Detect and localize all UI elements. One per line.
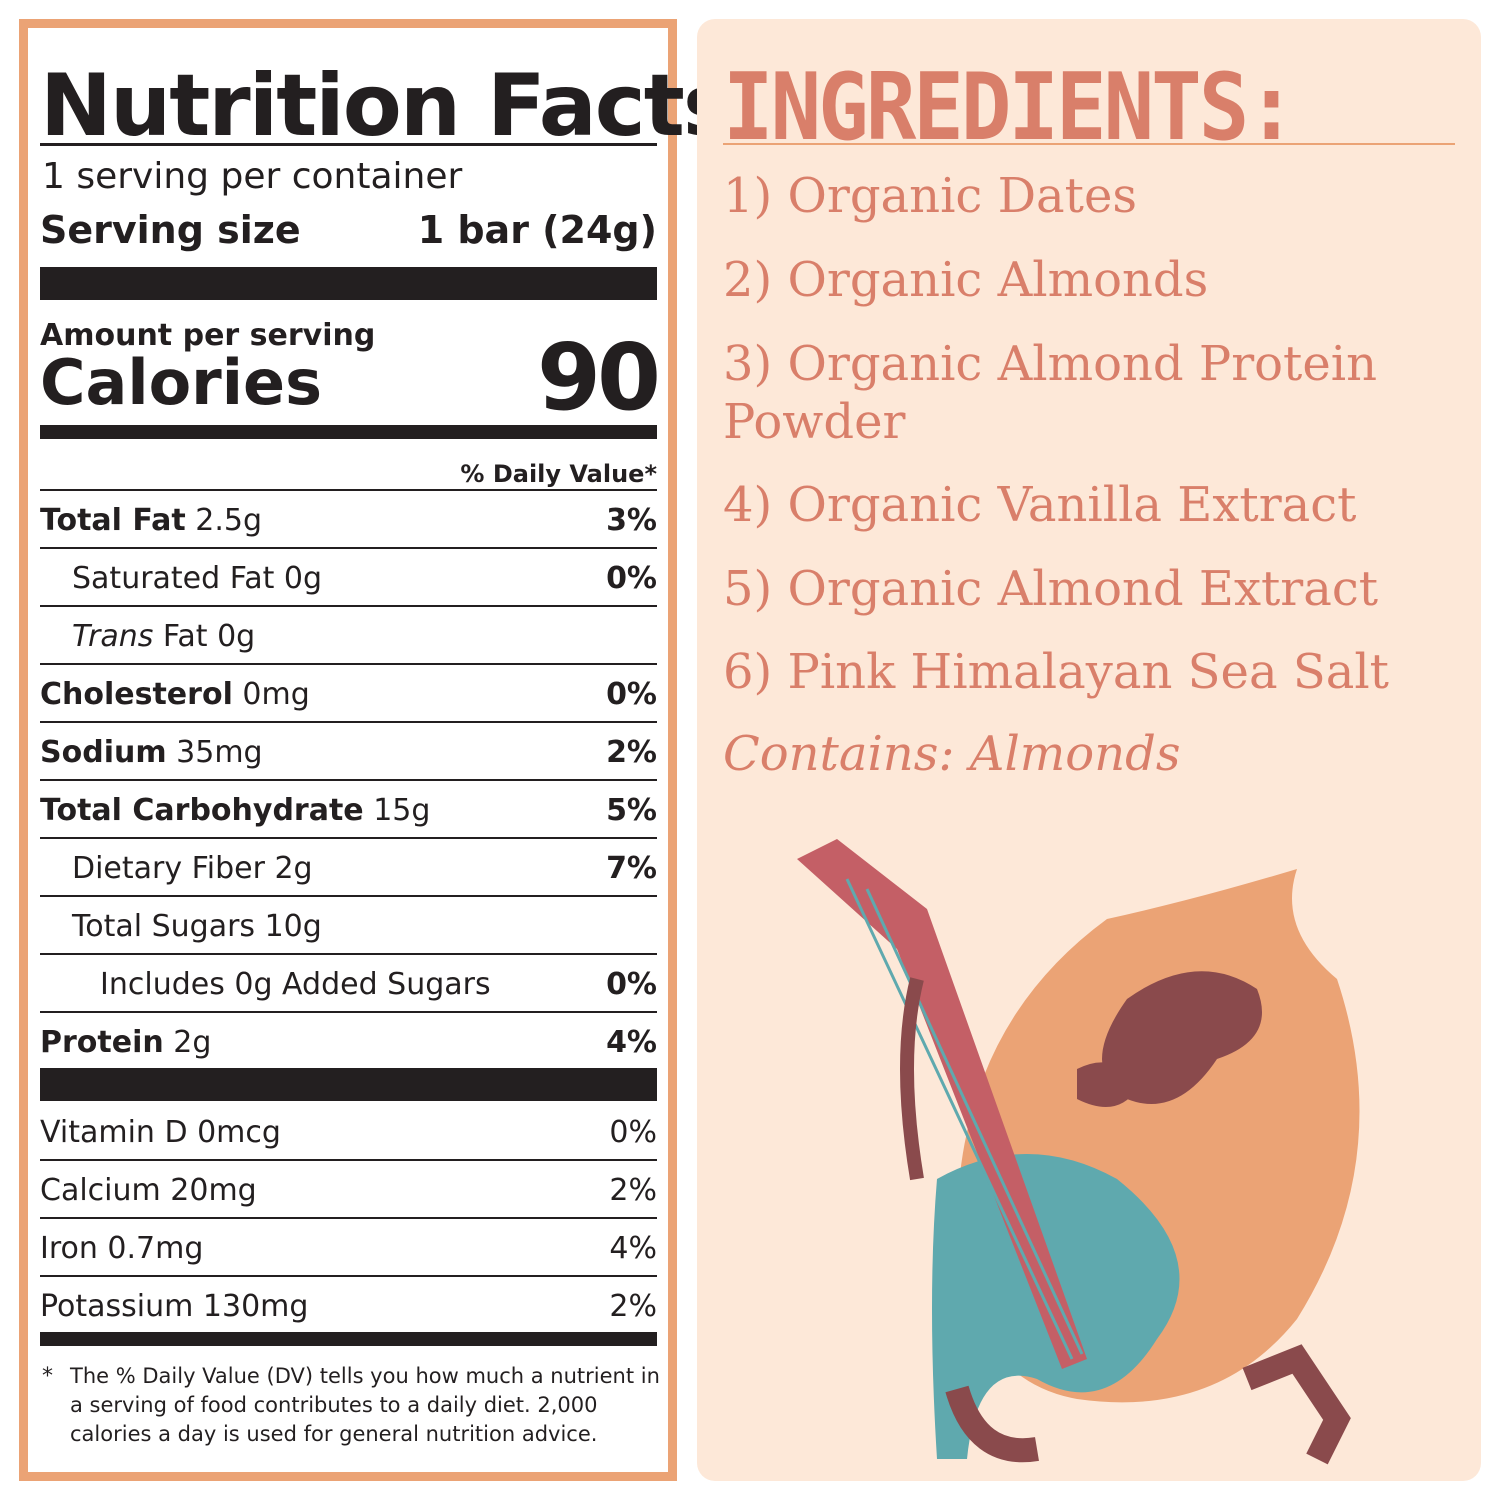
daily-value-percent: 4%: [606, 1024, 657, 1060]
allergen-statement: Contains: Almonds: [723, 726, 1181, 782]
nutrient-row: Total Carbohydrate 15g 5%: [40, 781, 657, 839]
row-divider: [40, 489, 657, 491]
nutrient-name: Cholesterol: [40, 676, 233, 712]
nutrient-row: Saturated Fat 0g 0%: [40, 549, 657, 607]
row-divider: [40, 953, 657, 955]
row-divider: [40, 895, 657, 897]
medium-divider: [40, 425, 657, 439]
nutrient-label: Trans Fat 0g: [40, 619, 255, 654]
vitamin-name: Vitamin D 0mcg: [40, 1114, 281, 1150]
vitamin-row: Vitamin D 0mcg 0%: [40, 1103, 657, 1161]
daily-value-percent: 2%: [609, 1172, 657, 1208]
nutrient-label: Sodium 35mg: [40, 735, 263, 770]
almond-guitarist-illustration: [797, 839, 1360, 1465]
nutrient-amount: 2g: [173, 1024, 212, 1060]
daily-value-percent: 7%: [606, 850, 657, 886]
daily-value-percent: 2%: [606, 734, 657, 770]
thick-divider: [40, 267, 657, 300]
nutrient-row: Cholesterol 0mg 0%: [40, 665, 657, 723]
nutrient-name: Saturated Fat 0g: [72, 560, 323, 596]
vitamin-row: Potassium 130mg 2%: [40, 1277, 657, 1335]
ingredient-item: 3) Organic Almond Protein Powder: [723, 336, 1377, 450]
vitamin-name: Iron 0.7mg: [40, 1230, 204, 1266]
nutrient-name: Total Fat: [40, 502, 186, 538]
nutrient-label: Protein 2g: [40, 1025, 211, 1060]
daily-value-percent: 0%: [609, 1114, 657, 1150]
nutrient-row: Sodium 35mg 2%: [40, 723, 657, 781]
row-divider: [40, 1011, 657, 1013]
vitamin-name: Calcium 20mg: [40, 1172, 257, 1208]
daily-value-percent: 0%: [606, 560, 657, 596]
daily-value-percent: 5%: [606, 792, 657, 828]
nutrient-row: Includes 0g Added Sugars 0%: [40, 955, 657, 1013]
row-divider: [40, 605, 657, 607]
ingredients-heading: INGREDIENTS:: [723, 53, 1297, 161]
calories-label: Calories: [40, 346, 322, 419]
nutrient-label: Includes 0g Added Sugars: [40, 967, 491, 1002]
daily-value-header: % Daily Value*: [460, 460, 657, 488]
servings-per-container: 1 serving per container: [42, 156, 463, 197]
row-divider: [40, 779, 657, 781]
nutrient-label: Dietary Fiber 2g: [40, 851, 313, 886]
daily-value-percent: 0%: [606, 676, 657, 712]
ingredient-item: 1) Organic Dates: [723, 168, 1137, 224]
nutrient-name: Trans: [72, 618, 154, 654]
nutrition-facts-panel: Nutrition Facts 1 serving per container …: [19, 19, 734, 1481]
nutrient-name: Sodium: [40, 734, 167, 770]
nutrient-label: Saturated Fat 0g: [40, 561, 322, 596]
nutrient-row: Total Sugars 10g: [40, 897, 657, 955]
nutrient-label: Total Fat 2.5g: [40, 503, 262, 538]
row-divider: [40, 547, 657, 549]
row-divider: [40, 1217, 657, 1219]
row-divider: [40, 663, 657, 665]
nutrient-name: Total Sugars 10g: [72, 908, 322, 944]
nutrient-row: Protein 2g 4%: [40, 1013, 657, 1071]
nutrient-amount: 35mg: [176, 734, 263, 770]
ingredient-item: 6) Pink Himalayan Sea Salt: [723, 644, 1389, 700]
vitamin-row: Iron 0.7mg 4%: [40, 1219, 657, 1277]
ingredient-item: 2) Organic Almonds: [723, 252, 1209, 308]
calories-value: 90: [536, 324, 661, 431]
amount-per-serving: Amount per serving: [40, 318, 376, 353]
row-divider: [40, 721, 657, 723]
nutrient-label: Cholesterol 0mg: [40, 677, 310, 712]
vitamin-row: Calcium 20mg 2%: [40, 1161, 657, 1219]
daily-value-percent: 3%: [606, 502, 657, 538]
ingredients-panel: INGREDIENTS: 1) Organic Dates 2) Organic…: [697, 19, 1481, 1481]
nutrient-name: Dietary Fiber 2g: [72, 850, 313, 886]
serving-size-label: Serving size: [40, 208, 301, 252]
serving-size-value: 1 bar (24g): [417, 208, 657, 252]
medium-divider: [40, 1332, 657, 1346]
heading-underline: [723, 143, 1455, 145]
nutrient-row: Total Fat 2.5g 3%: [40, 491, 657, 549]
ingredient-item: 4) Organic Vanilla Extract: [723, 477, 1357, 533]
nutrient-label: Total Carbohydrate 15g: [40, 793, 430, 828]
thick-divider: [40, 1068, 657, 1101]
nutrient-name: Total Carbohydrate: [40, 792, 364, 828]
nutrient-label: Total Sugars 10g: [40, 909, 322, 944]
nutrient-amount: 15g: [373, 792, 431, 828]
ingredient-item: 5) Organic Almond Extract: [723, 561, 1379, 617]
row-divider: [40, 837, 657, 839]
footnote: The % Daily Value (DV) tells you how muc…: [70, 1364, 660, 1446]
footnote-star: *: [42, 1364, 53, 1389]
nutrient-amount: Fat 0g: [162, 618, 256, 654]
row-divider: [40, 1159, 657, 1161]
daily-value-percent: 0%: [606, 966, 657, 1002]
daily-value-percent: 4%: [609, 1230, 657, 1266]
nutrient-amount: 2.5g: [195, 502, 263, 538]
nutrient-row: Trans Fat 0g: [40, 607, 657, 665]
nutrient-row: Dietary Fiber 2g 7%: [40, 839, 657, 897]
vitamin-name: Potassium 130mg: [40, 1288, 309, 1324]
nutrient-name: Includes 0g Added Sugars: [100, 966, 491, 1002]
nutrient-name: Protein: [40, 1024, 164, 1060]
row-divider: [40, 1275, 657, 1277]
nutrition-title: Nutrition Facts: [40, 56, 734, 156]
nutrient-amount: 0mg: [242, 676, 310, 712]
daily-value-percent: 2%: [609, 1288, 657, 1324]
divider: [40, 143, 657, 146]
